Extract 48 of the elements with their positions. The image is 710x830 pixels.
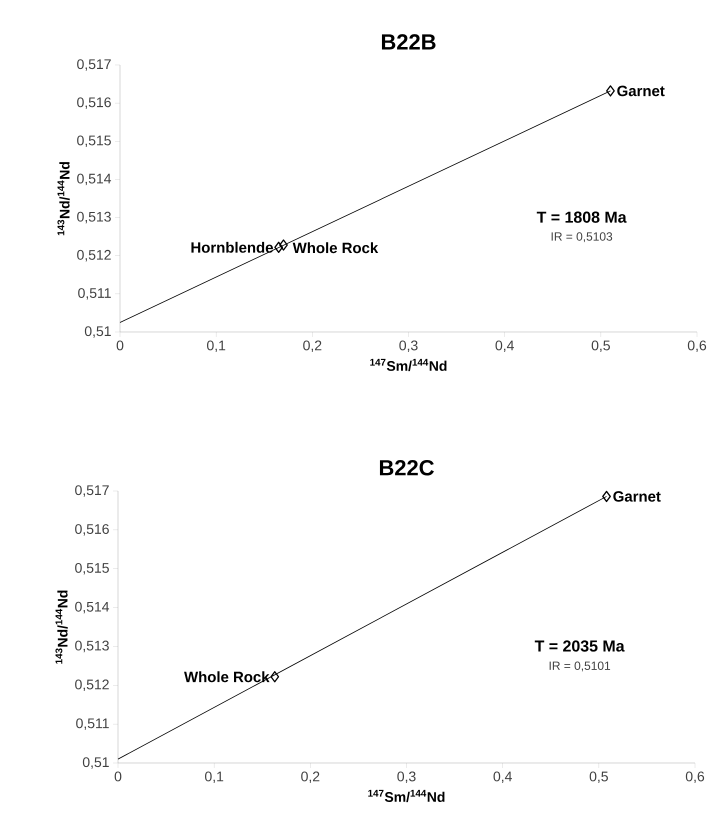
point xyxy=(279,239,288,251)
x-tick-label: 0,4 xyxy=(496,340,514,352)
annotation: Whole Rock xyxy=(292,242,378,254)
x-tick-label: 0,5 xyxy=(590,772,608,784)
x-tick-label: 0 xyxy=(116,340,124,350)
x-tick-label: 0,4 xyxy=(494,772,512,784)
chart-title: B22C xyxy=(380,460,434,476)
y-tick-label: 0,515 xyxy=(77,135,111,148)
annotation: Whole Rock xyxy=(184,671,270,682)
y-tick-label: 0,51 xyxy=(84,326,111,338)
y-tick-label: 0,517 xyxy=(75,485,109,497)
y-tick-label: 0,51 xyxy=(82,757,109,769)
point xyxy=(274,242,284,253)
annotation: Garnet xyxy=(617,86,665,96)
point xyxy=(606,85,615,97)
y-tick-label: 0,512 xyxy=(75,680,109,692)
x-tick-label: 0,3 xyxy=(397,772,416,784)
annotation: T = 1808 Ma xyxy=(536,212,627,223)
x-tick-label: 0,6 xyxy=(686,772,704,784)
y-tick-label: 0,516 xyxy=(75,524,109,536)
y-tick-label: 0,511 xyxy=(78,288,111,300)
y-tick-label: 0,512 xyxy=(77,250,111,262)
y-tick-label: 0,513 xyxy=(77,212,111,224)
annotation: Garnet xyxy=(613,491,661,502)
y-tick-label: 0,516 xyxy=(77,97,111,109)
y-axis-title: $^{143}$Nd/$^{144}$Nd xyxy=(57,162,70,236)
x-tick-label: 0,2 xyxy=(303,340,322,352)
y-axis-title: $^{143}$Nd/$^{144}$Nd xyxy=(55,590,68,664)
y-tick-label: 0,514 xyxy=(77,174,112,186)
y-tick-label: 0,513 xyxy=(75,640,109,652)
x-tick-label: 0,5 xyxy=(592,340,610,352)
annotation: IR = 0,5101 xyxy=(550,662,610,672)
x-axis-title: $^{147}$Sm/$^{144}$Nd xyxy=(370,358,446,372)
x-tick-label: 0,3 xyxy=(399,340,418,352)
x-tick-label: 0,6 xyxy=(688,340,706,352)
y-tick-label: 0,511 xyxy=(76,718,109,730)
x-axis-title: $^{147}$Sm/$^{144}$Nd xyxy=(368,790,444,802)
annotation: T = 2035 Ma xyxy=(534,640,625,652)
annotation: Hornblende xyxy=(191,242,273,253)
annotation: IR = 0,5103 xyxy=(552,232,612,242)
x-tick-label: 0,1 xyxy=(205,772,224,784)
y-tick-label: 0,515 xyxy=(75,562,109,574)
x-tick-label: 0,2 xyxy=(301,772,320,784)
y-tick-label: 0,517 xyxy=(77,59,111,71)
x-tick-label: 0,1 xyxy=(207,340,226,352)
chart-title: B22B xyxy=(382,34,436,50)
x-tick-label: 0 xyxy=(114,772,122,782)
y-tick-label: 0,514 xyxy=(75,602,110,614)
